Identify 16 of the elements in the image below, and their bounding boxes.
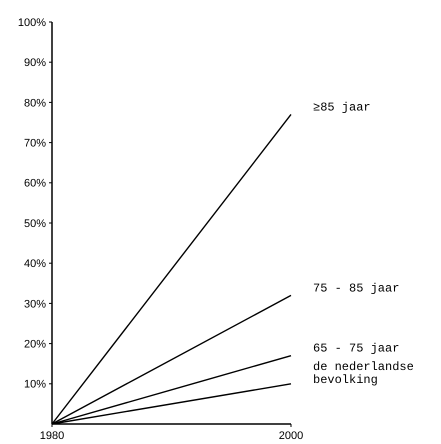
x-tick-label: 2000 [278,430,304,442]
y-tick-label: 60% [24,178,46,190]
y-tick-label: 70% [24,137,46,150]
y-tick-label: 50% [24,218,46,230]
y-tick-label: 40% [24,258,46,270]
series-label: 75 - 85 jaar [313,281,400,296]
y-tick-label: 90% [24,57,46,70]
y-tick-label: 100% [18,16,46,29]
series-label: de nederlandse bevolking [313,360,414,387]
x-tick-label: 1980 [40,430,64,442]
series-label: ≥85 jaar [313,100,371,114]
y-tick-label: 10% [24,378,46,391]
y-tick-label: 30% [24,298,46,310]
y-tick-label: 80% [24,97,46,110]
series-label: 65 - 75 jaar [313,342,400,356]
y-tick-label: 20% [24,338,46,350]
